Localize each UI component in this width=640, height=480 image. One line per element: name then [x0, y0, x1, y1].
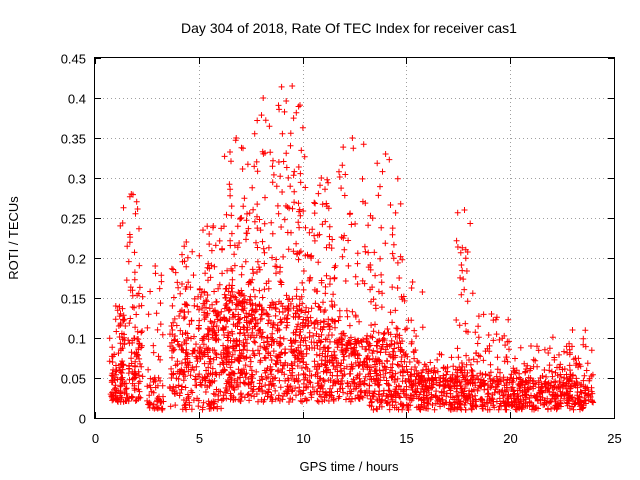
x-tick-label: 5	[196, 431, 203, 446]
x-tick-label: 20	[503, 431, 517, 446]
y-tick-label: 0.3	[68, 172, 86, 187]
y-tick-label: 0.05	[61, 372, 86, 387]
y-tick-label: 0	[79, 412, 86, 427]
data-points	[106, 83, 597, 413]
x-tick-labels: 0 5 10 15 20 25	[92, 431, 622, 446]
x-axis-label: GPS time / hours	[300, 459, 399, 474]
y-tick-label: 0.25	[61, 212, 86, 227]
x-tick-label: 25	[607, 431, 621, 446]
y-tick-label: 0.15	[61, 292, 86, 307]
y-tick-label: 0.4	[68, 92, 86, 107]
axes	[94, 57, 615, 419]
y-axis-label: ROTI / TECUs	[6, 196, 21, 280]
chart-title: Day 304 of 2018, Rate Of TEC Index for r…	[181, 20, 517, 36]
y-tick-label: 0.45	[61, 52, 86, 67]
roti-points	[106, 83, 597, 413]
y-tick-label: 0.35	[61, 132, 86, 147]
x-tick-label: 15	[399, 431, 413, 446]
y-tick-labels: 0 0.05 0.1 0.15 0.2 0.25 0.3 0.35 0.4 0.45	[61, 52, 86, 427]
y-tick-label: 0.1	[68, 332, 86, 347]
y-tick-label: 0.2	[68, 252, 86, 267]
x-tick-label: 0	[92, 431, 99, 446]
x-tick-label: 10	[296, 431, 310, 446]
plot-frame	[94, 57, 615, 419]
